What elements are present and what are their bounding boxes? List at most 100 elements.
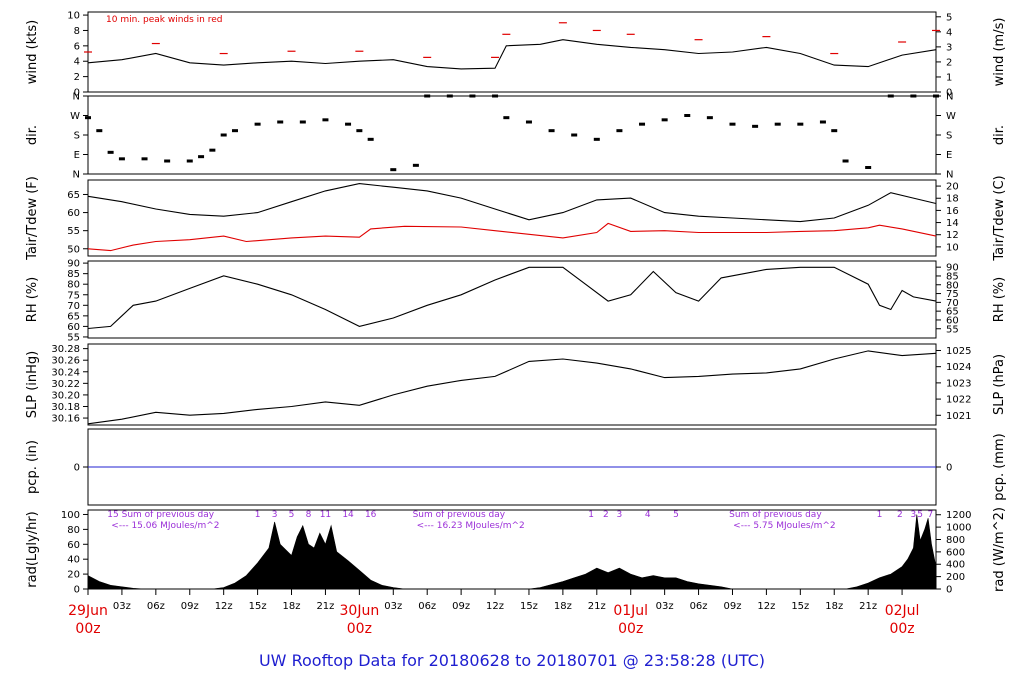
day-note-title: 15 Sum of previous day xyxy=(107,510,214,520)
y-tick-label-right: 12 xyxy=(946,230,959,241)
hour-mark: 3 xyxy=(911,510,917,520)
x-tick-label: 12z xyxy=(757,601,775,612)
left-axis-title: wind (kts) xyxy=(25,20,40,84)
x-tick-label: 15z xyxy=(249,601,267,612)
y-tick-label-right: 55 xyxy=(946,324,959,335)
x-tick-label: 09z xyxy=(723,601,741,612)
dir-point xyxy=(593,137,600,141)
dir-point xyxy=(774,122,781,126)
y-tick-label-left: 2 xyxy=(74,72,80,83)
hour-mark: 2 xyxy=(897,510,903,520)
right-axis-title: dir. xyxy=(992,125,1007,145)
dir-point xyxy=(322,118,329,122)
hour-mark: 1 xyxy=(588,510,594,520)
y-tick-label-left: 65 xyxy=(67,190,80,201)
x-tick-label: 12z xyxy=(486,601,504,612)
hour-mark: 3 xyxy=(617,510,623,520)
y-tick-label-right: W xyxy=(946,111,956,122)
y-tick-label-right: 85 xyxy=(946,271,959,282)
x-tick-label: 09z xyxy=(181,601,199,612)
dir-point xyxy=(186,159,193,163)
dir-point xyxy=(706,116,713,120)
left-axis-title: pcp. (in) xyxy=(25,440,40,494)
panel-0: 0 2 4 6 8 10 0 1 2 3 4 5 wind (kts) wind (m/s) 10 min.… xyxy=(25,11,1007,99)
left-axis-title: SLP (inHg) xyxy=(25,351,40,419)
x-tick-label: 21z xyxy=(316,601,334,612)
y-tick-label-right: 75 xyxy=(946,289,959,300)
dir-point xyxy=(345,122,352,126)
y-tick-label-right: S xyxy=(946,131,952,142)
x-tick-label: 09z xyxy=(452,601,470,612)
x-tick-label: 21z xyxy=(859,601,877,612)
dir-point xyxy=(209,148,216,152)
series-Tair xyxy=(87,183,937,223)
y-tick-label-right: E xyxy=(946,150,952,161)
dir-point xyxy=(639,122,646,126)
dir-point xyxy=(842,159,849,163)
panel-6: 020406080100020040060080010001200rad(Lgl… xyxy=(25,507,1007,595)
right-axis-title: pcp. (mm) xyxy=(992,433,1007,500)
y-tick-label-left: 0 xyxy=(74,88,80,99)
y-tick-label-left: N xyxy=(73,170,80,181)
y-tick-label-left: 65 xyxy=(67,311,80,322)
dir-point xyxy=(118,157,125,161)
dir-point xyxy=(729,122,736,126)
dir-point xyxy=(933,94,939,98)
x-tick-day-label: 29Jun xyxy=(68,603,108,619)
dir-point xyxy=(277,120,284,124)
dir-point xyxy=(819,120,826,124)
series-dir xyxy=(85,94,939,172)
hour-mark: 11 xyxy=(320,510,331,520)
x-tick-hour-label: 00z xyxy=(889,621,914,637)
hour-mark: 14 xyxy=(342,510,354,520)
y-tick-label-right: 1021 xyxy=(946,411,971,422)
x-tick-label: 18z xyxy=(283,601,301,612)
x-tick-day-label: 01Jul xyxy=(613,603,648,619)
dir-point xyxy=(390,168,397,172)
y-tick-label-left: 30.24 xyxy=(51,367,80,378)
dir-point xyxy=(571,133,578,137)
series-peak xyxy=(84,22,940,58)
dir-point xyxy=(831,129,838,133)
x-tick-day-label: 02Jul xyxy=(885,603,920,619)
y-tick-label-right: 200 xyxy=(946,572,965,583)
y-tick-label-left: 30.20 xyxy=(51,390,80,401)
y-tick-label-left: 55 xyxy=(67,332,80,343)
dir-point xyxy=(887,94,894,98)
y-tick-label-left: 60 xyxy=(67,322,80,333)
x-tick-label: 18z xyxy=(825,601,843,612)
dir-point xyxy=(141,157,148,161)
y-tick-label-right: 90 xyxy=(946,263,959,274)
y-tick-label-left: 30.28 xyxy=(51,344,80,355)
right-axis-title: SLP (hPa) xyxy=(992,354,1007,415)
dir-point xyxy=(412,163,419,167)
dir-point xyxy=(797,122,804,126)
dir-point xyxy=(299,120,306,124)
x-tick-label: 21z xyxy=(588,601,606,612)
y-tick-label-right: 10 xyxy=(946,242,959,253)
dir-point xyxy=(164,159,171,163)
series-Tdew xyxy=(87,222,937,252)
series-RH xyxy=(87,266,937,330)
y-tick-label-left: 90 xyxy=(67,259,80,270)
x-tick-label: 06z xyxy=(147,601,165,612)
y-tick-label-left: W xyxy=(70,111,80,122)
day-note-title: Sum of previous day xyxy=(729,510,822,520)
y-tick-label-left: 60 xyxy=(67,208,80,219)
y-tick-label-right: 1000 xyxy=(946,523,971,534)
y-tick-label-left: 70 xyxy=(67,301,80,312)
y-tick-label-right: 80 xyxy=(946,280,959,291)
panel-annotation: 10 min. peak winds in red xyxy=(106,15,223,25)
y-tick-label-right: 16 xyxy=(946,206,959,217)
left-axis-title: RH (%) xyxy=(25,277,40,322)
left-axis-title: rad(Lgly/hr) xyxy=(25,511,40,587)
y-tick-label-left: 40 xyxy=(67,555,80,566)
dir-point xyxy=(525,120,532,124)
dir-point xyxy=(107,150,114,154)
x-tick-label: 06z xyxy=(690,601,708,612)
x-tick-hour-label: 00z xyxy=(75,621,100,637)
y-tick-label-left: 20 xyxy=(67,570,80,581)
hour-mark: 5 xyxy=(289,510,295,520)
y-tick-label-left: 55 xyxy=(67,226,80,237)
